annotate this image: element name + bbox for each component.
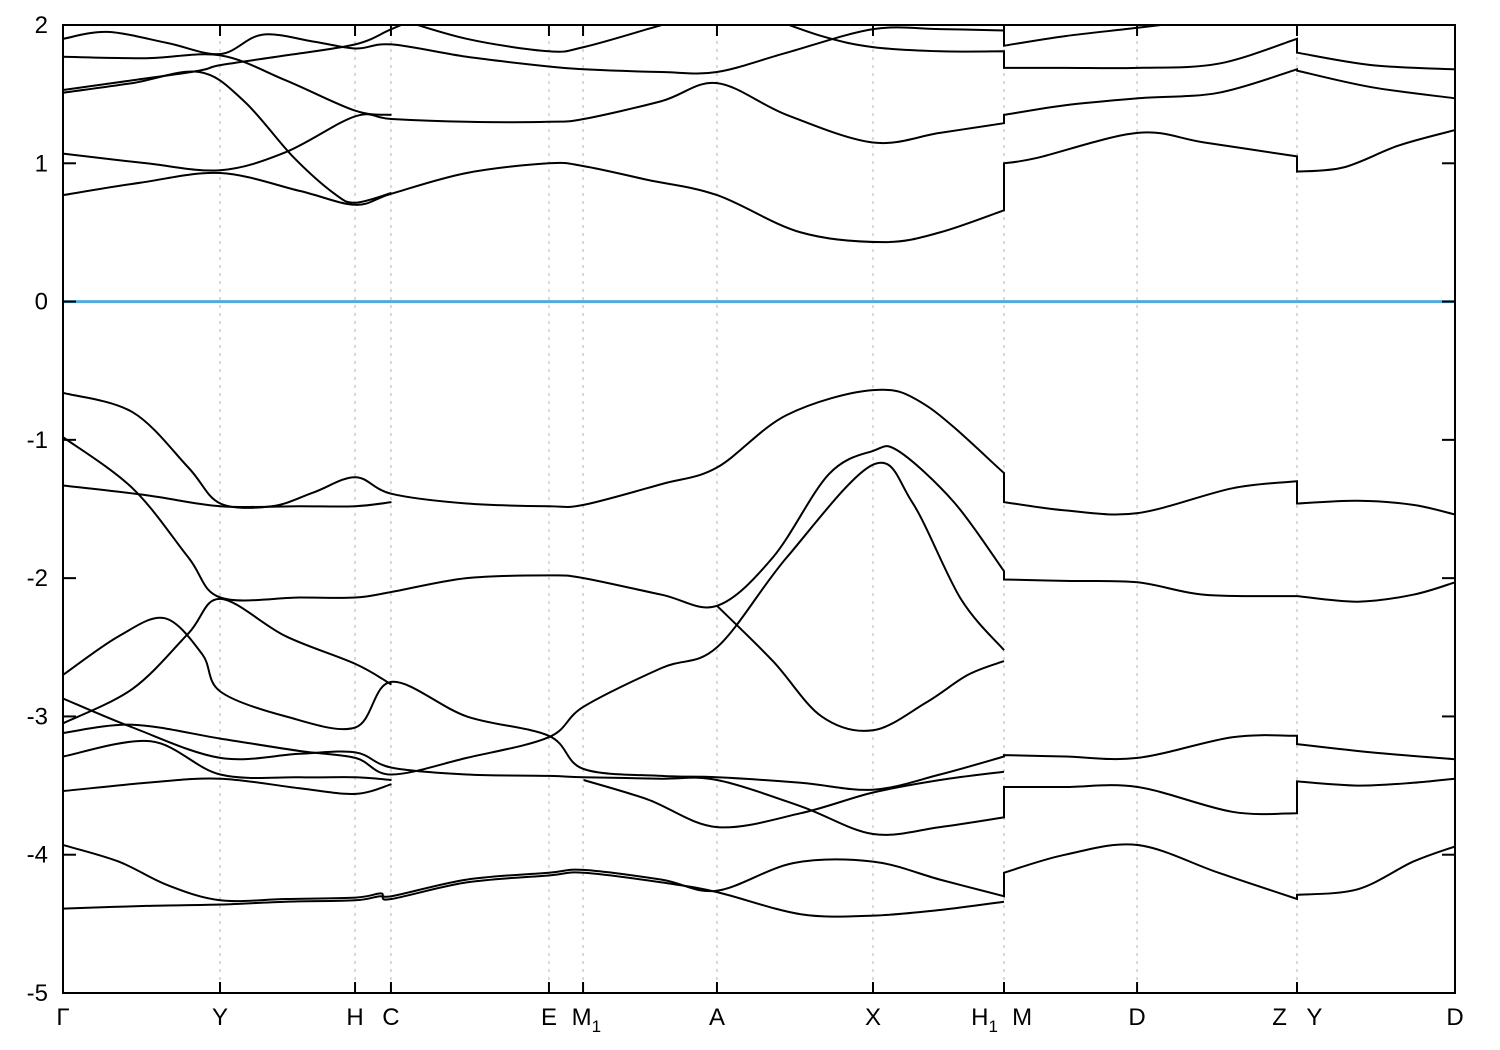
kpoint-label-text: Γ (56, 1004, 69, 1031)
band-val-10 (63, 777, 392, 795)
kpoint-label-text: Z (1272, 1004, 1287, 1031)
kpoint-label-text: X (865, 1004, 881, 1031)
band-val-8 (63, 697, 1455, 836)
band-cond-8 (786, 25, 1455, 71)
band-val-4 (63, 616, 1455, 791)
kpoint-label-text: Y (1306, 1004, 1322, 1031)
band-val-2 (63, 484, 392, 509)
bands-group (63, 25, 1455, 918)
kpoint-label: Y (1306, 1004, 1322, 1031)
kpoint-label-text: D (1128, 1004, 1145, 1031)
kpoint-label: H (346, 1004, 363, 1031)
y-tick-label: 0 (35, 289, 48, 316)
kpoint-label: D (1446, 1004, 1463, 1031)
kpoint-label-text: A (709, 1004, 725, 1031)
kpoint-label: E (541, 1004, 557, 1031)
band-val-6 (63, 461, 1005, 776)
kpoint-label-text: Y (212, 1004, 228, 1031)
plot-frame (62, 24, 1456, 994)
kpoint-label: Y (212, 1004, 228, 1031)
band-val-5 (63, 597, 392, 725)
y-tick-label: -3 (27, 703, 48, 730)
kpoint-label: A (709, 1004, 725, 1031)
band-cond-2 (63, 67, 1455, 172)
kpoint-label-text: H (346, 1004, 363, 1031)
kpoint-label-subscript: 1 (988, 1017, 997, 1036)
y-tick-label: -4 (27, 842, 48, 869)
kpoint-label-subscript: 1 (592, 1017, 601, 1036)
kpoint-label: H1 (971, 1004, 998, 1036)
y-tick-label: 2 (35, 12, 48, 39)
kpoint-label: X (865, 1004, 881, 1031)
kpoint-label-text: C (382, 1004, 399, 1031)
kpoint-label: M1 (572, 1004, 601, 1036)
band-cond-7 (414, 25, 666, 53)
kpoint-label-text: M (572, 1004, 592, 1031)
band-cond-6 (63, 53, 392, 116)
kpoint-label-text: E (541, 1004, 557, 1031)
y-tick-label: -5 (27, 980, 48, 1007)
band-val-9 (63, 739, 392, 781)
kpoint-label: Γ (56, 1004, 69, 1031)
band-val-11 (583, 770, 1005, 829)
band-val-7 (716, 605, 1005, 732)
y-tick-label: 1 (35, 150, 48, 177)
band-cond-3 (63, 70, 392, 204)
band-cond-4 (63, 25, 404, 91)
band-val-13 (63, 871, 1005, 918)
kpoint-label: C (382, 1004, 399, 1031)
band-val-3 (63, 436, 1455, 609)
kpoint-label: D (1128, 1004, 1145, 1031)
band-cond-1 (63, 129, 1455, 244)
kpoint-label: Z (1272, 1004, 1287, 1031)
y-tick-label: -2 (27, 565, 48, 592)
kpoint-label-text: M (1012, 1004, 1032, 1031)
kpoint-label: M (1012, 1004, 1032, 1031)
kpoint-label-text: D (1446, 1004, 1463, 1031)
kpoint-label-text: H (971, 1004, 988, 1031)
y-tick-label: -1 (27, 427, 48, 454)
